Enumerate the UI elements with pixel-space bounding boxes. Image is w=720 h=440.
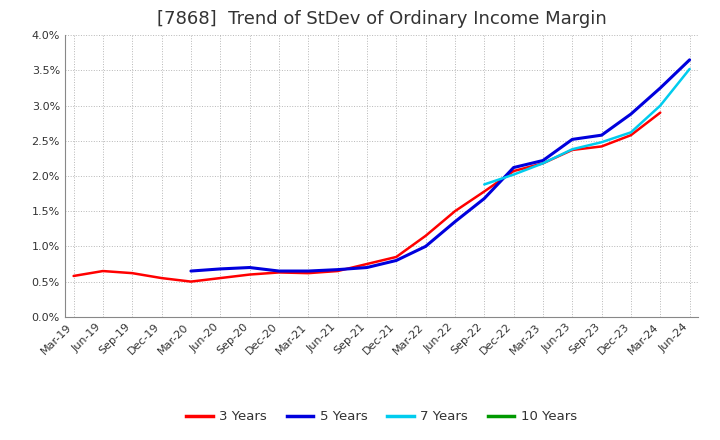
3 Years	[626, 132, 635, 138]
5 Years	[509, 165, 518, 170]
5 Years	[480, 196, 489, 201]
3 Years	[480, 189, 489, 194]
5 Years	[392, 258, 400, 263]
3 Years	[656, 110, 665, 115]
7 Years	[509, 172, 518, 177]
3 Years	[509, 169, 518, 174]
3 Years	[392, 254, 400, 260]
3 Years	[274, 270, 283, 275]
5 Years	[451, 219, 459, 224]
3 Years	[539, 161, 547, 166]
7 Years	[598, 139, 606, 145]
5 Years	[304, 268, 312, 274]
Title: [7868]  Trend of StDev of Ordinary Income Margin: [7868] Trend of StDev of Ordinary Income…	[157, 10, 606, 28]
3 Years	[186, 279, 195, 284]
5 Years	[274, 268, 283, 274]
3 Years	[69, 273, 78, 279]
7 Years	[568, 147, 577, 152]
3 Years	[128, 271, 137, 276]
7 Years	[626, 130, 635, 135]
5 Years	[333, 267, 342, 272]
5 Years	[216, 266, 225, 271]
3 Years	[451, 209, 459, 214]
5 Years	[626, 111, 635, 117]
5 Years	[656, 85, 665, 91]
3 Years	[246, 272, 254, 277]
3 Years	[304, 271, 312, 276]
3 Years	[99, 268, 107, 274]
7 Years	[656, 103, 665, 108]
5 Years	[246, 265, 254, 270]
5 Years	[598, 132, 606, 138]
5 Years	[363, 265, 372, 270]
5 Years	[568, 137, 577, 142]
3 Years	[598, 144, 606, 149]
3 Years	[568, 147, 577, 153]
Line: 3 Years: 3 Years	[73, 113, 660, 282]
Line: 7 Years: 7 Years	[485, 69, 690, 184]
5 Years	[186, 268, 195, 274]
7 Years	[685, 66, 694, 72]
3 Years	[333, 268, 342, 274]
Line: 5 Years: 5 Years	[191, 60, 690, 271]
5 Years	[685, 57, 694, 62]
3 Years	[157, 275, 166, 281]
5 Years	[421, 244, 430, 249]
7 Years	[539, 161, 547, 166]
Legend: 3 Years, 5 Years, 7 Years, 10 Years: 3 Years, 5 Years, 7 Years, 10 Years	[181, 405, 582, 429]
7 Years	[480, 182, 489, 187]
3 Years	[421, 233, 430, 238]
5 Years	[539, 158, 547, 163]
3 Years	[363, 261, 372, 267]
3 Years	[216, 275, 225, 281]
